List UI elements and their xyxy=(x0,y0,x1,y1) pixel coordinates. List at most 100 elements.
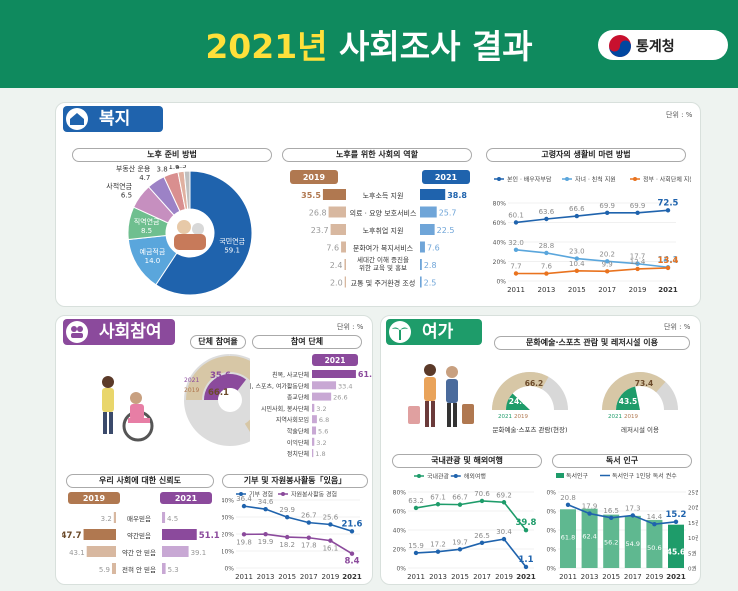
category-label: 학술단체 xyxy=(287,428,309,436)
data-label: 19.8 xyxy=(236,538,252,546)
data-point xyxy=(328,522,333,527)
category-label: 정치단체 xyxy=(287,450,309,458)
value-2019: 26.8 xyxy=(309,209,327,218)
bar-value: 61.8 xyxy=(561,533,575,541)
y2-tick-label: 0권 xyxy=(688,565,697,573)
legend-label: 기부 경험 xyxy=(249,491,273,499)
prep-title: 노후 준비 방법 xyxy=(72,148,272,162)
travel-line-chart: 80% 60% 40% 20% 0%2011 2013 2015 2017 2019 2021 국내… xyxy=(393,473,537,582)
category-label: 지역사회모임 xyxy=(276,416,309,424)
y-tick-label: 10% xyxy=(222,549,234,556)
legend-label: 정부 · 사회단체 지원 xyxy=(643,176,691,184)
join-title: 단체 참여율 xyxy=(190,335,246,349)
bar-2019 xyxy=(322,189,346,200)
bar-2019 xyxy=(83,529,116,540)
value-2019: 43.1 xyxy=(69,549,85,557)
x-tick-label: 2019 xyxy=(645,573,663,581)
x-tick-label: 2011 xyxy=(559,573,577,581)
data-point xyxy=(263,531,268,537)
pie-label: 예금적금 xyxy=(140,247,166,256)
year-2019: 2019 xyxy=(624,414,638,420)
pie-value: 1.5 xyxy=(175,165,186,170)
y-tick-label: 60% xyxy=(546,509,556,516)
elder-body xyxy=(174,234,206,250)
bar xyxy=(560,509,576,568)
legend-marker xyxy=(565,177,569,181)
gauge-arc-2021 xyxy=(616,386,640,410)
pie-label: 사적연금 xyxy=(106,181,132,190)
donate-title: 기부 및 자원봉사활동「있음」 xyxy=(222,474,368,488)
year-tab-2021 xyxy=(160,492,212,504)
legend-marker xyxy=(633,177,637,181)
value-label: 5.6 xyxy=(318,428,328,436)
data-label: 12.4 xyxy=(630,258,646,266)
y-tick-label: 20% xyxy=(546,547,556,554)
series-line xyxy=(515,209,669,224)
y2-tick-label: 20권 xyxy=(688,504,698,512)
bar-2019 xyxy=(341,241,346,253)
data-point xyxy=(574,213,579,219)
category-label: 약간 안 믿음 xyxy=(122,548,156,557)
legend-swatch xyxy=(556,473,564,478)
pie-label: 직역연금 xyxy=(134,217,160,226)
bar xyxy=(603,514,620,568)
data-label: 66.7 xyxy=(452,494,468,502)
reading-combo-chart: 80% 60% 40% 20% 0% 25권 20권 15권 10권 5권 0권 독서인구 독서인구 1… xyxy=(546,472,698,581)
data-label: 39.8 xyxy=(516,518,537,528)
bar-value: 62.4 xyxy=(582,533,596,541)
legend-label: 독서인구 1인당 독서 권수 xyxy=(612,472,677,480)
data-point xyxy=(605,210,610,216)
y-tick-label: 20% xyxy=(222,532,234,539)
year-2021: 2021 xyxy=(498,414,512,420)
data-point xyxy=(457,502,463,507)
bar-value: 50.6 xyxy=(647,544,661,552)
welfare-unit: 단위 : % xyxy=(666,111,693,119)
value-2021: 2.5 xyxy=(424,279,437,288)
data-label: 15.2 xyxy=(666,510,687,520)
data-label: 69.9 xyxy=(630,202,646,210)
bar-2021 xyxy=(420,224,435,235)
data-label: 7.6 xyxy=(541,263,553,271)
y-tick-label: 60% xyxy=(493,220,507,227)
bar-value: 54.9 xyxy=(626,540,640,548)
data-label: 17.3 xyxy=(625,504,641,512)
bar xyxy=(312,381,337,390)
data-label: 14.4 xyxy=(647,513,663,521)
data-point xyxy=(544,271,549,276)
x-tick-label: 2021 xyxy=(516,573,536,581)
y2-tick-label: 15권 xyxy=(688,519,698,527)
year-2021: 2021 xyxy=(184,377,199,384)
role-title: 노후를 위한 사회의 역할 xyxy=(282,148,472,162)
category-label: 이익단체 xyxy=(287,439,309,447)
y-tick-label: 0% xyxy=(224,566,234,573)
value-label: 6.8 xyxy=(319,416,329,424)
home-icon xyxy=(66,108,88,130)
travel-title: 국내관광 및 해외여행 xyxy=(392,454,542,468)
value-2021: 25.7 xyxy=(439,209,457,218)
x-tick-label: 2019 xyxy=(495,573,513,581)
bar-2021 xyxy=(420,241,425,253)
bar xyxy=(312,437,315,446)
value-2021: 39.1 xyxy=(191,549,207,557)
gauge-value-2019: 66.2 xyxy=(525,379,544,388)
legend-marker xyxy=(239,492,243,496)
bar xyxy=(646,519,663,568)
data-label: 17.9 xyxy=(582,503,598,511)
data-label: 36.4 xyxy=(236,495,252,503)
x-tick-label: 2017 xyxy=(598,286,616,294)
y-tick-label: 80% xyxy=(393,490,407,497)
x-tick-label: 2015 xyxy=(602,573,620,581)
y-tick-label: 0% xyxy=(496,279,506,286)
gauge-arc-2021 xyxy=(506,393,530,410)
series-line xyxy=(567,504,677,526)
data-point xyxy=(241,532,247,537)
gauge-value-2019: 73.4 xyxy=(635,379,654,388)
data-point xyxy=(652,522,657,527)
category-label: 전혀 안 믿음 xyxy=(122,565,156,574)
value-2021: 22.5 xyxy=(437,226,455,235)
category-label: 교통 및 주거환경 조성 xyxy=(351,279,416,288)
data-label: 70.6 xyxy=(474,490,490,498)
data-point xyxy=(609,515,614,521)
data-label: 17.7 xyxy=(630,253,646,261)
